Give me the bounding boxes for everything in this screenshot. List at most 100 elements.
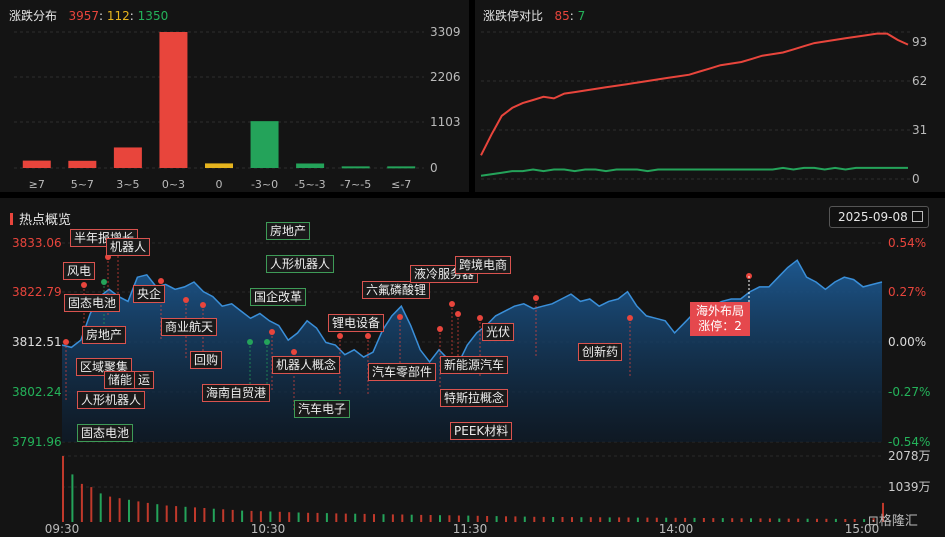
hotspot-tag[interactable]: 机器人概念: [272, 356, 341, 374]
brand-logo: ⊡格隆汇: [868, 514, 918, 529]
tag-dot: [291, 349, 297, 355]
volume-bar: [655, 517, 658, 522]
volume-bar: [542, 516, 545, 522]
tag-dot: [533, 295, 539, 301]
volume-bar: [608, 517, 611, 522]
volume-bar: [175, 506, 178, 522]
volume-tick: 1039万: [888, 480, 931, 494]
hotspot-tag[interactable]: 固态电池: [64, 294, 121, 312]
bar-0~3: [159, 32, 188, 168]
hotspot-tag[interactable]: 房地产: [82, 326, 127, 344]
separator: :: [569, 9, 574, 23]
x-tick-label: 10:30: [251, 522, 286, 536]
volume-bar: [203, 508, 206, 522]
distribution-panel: [0, 0, 469, 192]
hotspot-tag[interactable]: 汽车零部件: [368, 363, 437, 381]
volume-bar: [363, 513, 366, 522]
volume-bar: [552, 517, 555, 522]
hotspot-tag[interactable]: 跨境电商: [455, 256, 512, 274]
volume-bar: [533, 516, 536, 522]
bar-5~7: [68, 160, 97, 168]
hotspot-tag[interactable]: 人形机器人: [266, 255, 335, 273]
hotspot-tag[interactable]: 光伏: [482, 323, 515, 341]
hotspot-tag[interactable]: 创新药: [578, 343, 623, 361]
hotspot-tag[interactable]: 六氟磷酸锂: [362, 281, 431, 299]
volume-bar: [241, 510, 244, 522]
highlight-callout[interactable]: 海外布局 涨停：2: [690, 302, 751, 336]
volume-bar: [250, 510, 253, 522]
hotspot-tag[interactable]: PEEK材料: [450, 422, 513, 440]
volume-bar: [589, 517, 592, 522]
hotspot-tag[interactable]: 央企: [133, 285, 166, 303]
hotspot-tag[interactable]: 商业航天: [161, 318, 218, 336]
volume-bar: [580, 517, 583, 522]
distribution-chart: 3309 2206 1103 0 ≥7 5~7 3~5 0~3 0 -3~0 -5~-3 -7~-5 ≤…: [14, 25, 461, 191]
bar--5~-3: [296, 163, 325, 168]
volume-bar: [278, 511, 281, 522]
y-tick-left: 3822.79: [12, 285, 62, 299]
down-count: 1350: [137, 9, 169, 23]
volume-bar: [212, 508, 215, 522]
date-picker[interactable]: 2025-09-08: [829, 206, 929, 228]
volume-bar: [486, 516, 489, 522]
y-tick-left: 3833.06: [12, 236, 62, 250]
tag-dot: [183, 297, 189, 303]
volume-bar: [62, 456, 64, 522]
volume-bar: [476, 515, 479, 522]
y-tick-label: 31: [912, 123, 927, 137]
x-tick-label: 5~7: [71, 178, 94, 191]
calendar-icon: [912, 211, 923, 222]
volume-bar: [505, 516, 507, 522]
volume-bar: [118, 498, 121, 522]
tag-dot: [247, 339, 253, 345]
volume-bar: [863, 519, 866, 522]
y-tick-right: -0.27%: [888, 385, 930, 399]
limit-down-count: 7: [577, 9, 586, 23]
y-tick-right: 0.27%: [888, 285, 926, 299]
volume-bar: [523, 516, 526, 522]
hotspot-tag[interactable]: 固态电池: [77, 424, 134, 442]
volume-bar: [882, 502, 884, 522]
tag-dot: [337, 333, 343, 339]
volume-bar: [495, 516, 498, 522]
x-tick-label: 0: [216, 178, 223, 191]
hotspot-title: 热点概览: [19, 213, 72, 228]
x-tick-label: 3~5: [116, 178, 139, 191]
bar-0: [205, 163, 233, 168]
hotspot-tag[interactable]: 机器人: [106, 238, 151, 256]
volume-bar: [618, 517, 621, 522]
y-tick-label: 0: [430, 161, 438, 175]
volume-bar: [146, 502, 149, 522]
tag-dot: [264, 339, 270, 345]
tag-dot: [365, 333, 371, 339]
y-tick-left: 3812.51: [12, 335, 62, 349]
hotspot-tag[interactable]: 风电: [63, 262, 96, 280]
hotspot-tag[interactable]: 锂电设备: [328, 314, 385, 332]
y-tick-left: 3791.96: [12, 435, 62, 449]
hotspot-tag[interactable]: 房地产: [266, 222, 311, 240]
volume-bar: [297, 512, 300, 522]
hotspot-tag[interactable]: 新能源汽车: [440, 356, 509, 374]
volume-bar: [354, 513, 357, 522]
tag-dot: [449, 301, 455, 307]
hotspot-tag[interactable]: 运: [134, 371, 155, 389]
volume-bar: [269, 511, 272, 522]
volume-bar: [853, 519, 856, 522]
hotspot-tag[interactable]: 特斯拉概念: [440, 389, 509, 407]
volume-bar: [787, 518, 790, 522]
hotspot-tag[interactable]: 海南自贸港: [202, 384, 271, 402]
volume-bar: [834, 518, 837, 522]
bar-≤-7: [387, 166, 416, 169]
volume-bar: [137, 501, 140, 522]
volume-bar: [259, 511, 262, 522]
volume-bar: [825, 518, 828, 522]
hotspot-tag[interactable]: 国企改革: [250, 288, 307, 306]
volume-tick: 2078万: [888, 449, 931, 463]
hotspot-tag[interactable]: 人形机器人: [77, 391, 146, 409]
limit-title: 涨跌停对比: [483, 9, 544, 23]
hotspot-tag[interactable]: 区域聚集: [76, 358, 133, 376]
hotspot-tag[interactable]: 回购: [190, 351, 223, 369]
hotspot-tag[interactable]: 汽车电子: [294, 400, 351, 418]
tag-dot: [455, 311, 461, 317]
hotspot-tag[interactable]: 储能: [104, 371, 137, 389]
